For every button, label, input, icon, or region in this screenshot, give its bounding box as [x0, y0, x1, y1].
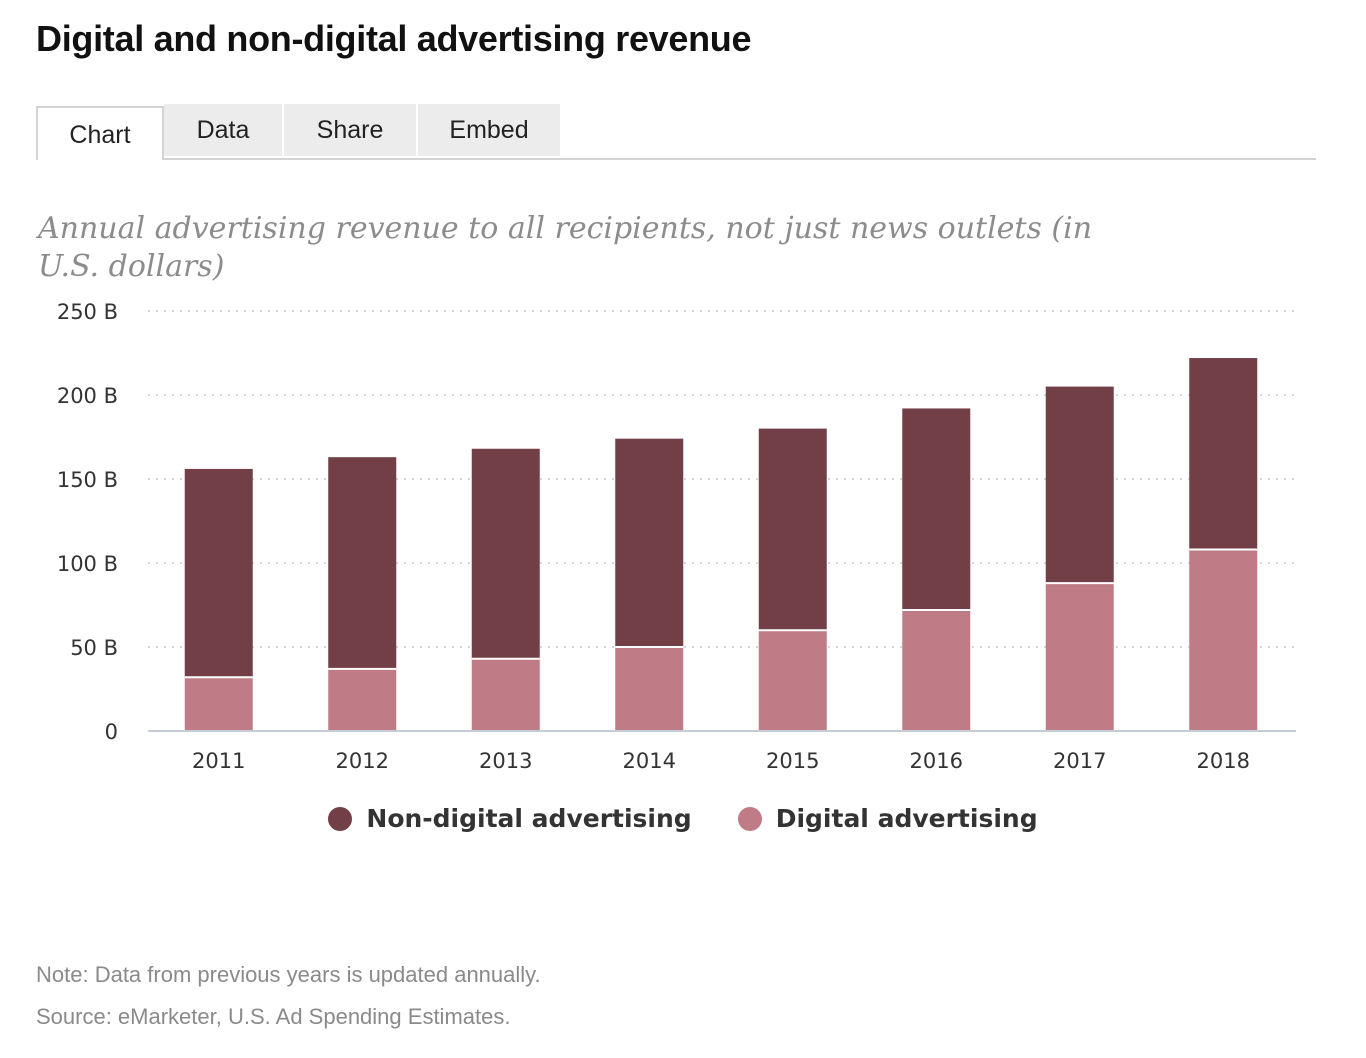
- legend-item-digital[interactable]: Digital advertising: [737, 804, 1038, 833]
- bar-non-digital: [471, 448, 540, 659]
- x-tick-label: 2017: [1053, 749, 1106, 773]
- chart-source: Source: eMarketer, U.S. Ad Spending Esti…: [36, 1004, 511, 1029]
- page-title: Digital and non-digital advertising reve…: [36, 18, 752, 59]
- y-tick-label: 50 B: [70, 636, 118, 660]
- bar-non-digital: [1189, 358, 1258, 550]
- x-tick-label: 2011: [192, 749, 245, 773]
- tab-share[interactable]: Share: [284, 104, 418, 156]
- legend-label-non-digital: Non-digital advertising: [366, 804, 692, 833]
- x-tick-label: 2015: [766, 749, 819, 773]
- bar-digital: [902, 610, 971, 731]
- legend-swatch-non-digital: [328, 806, 353, 831]
- tab-chart[interactable]: Chart: [36, 106, 164, 160]
- bar-digital: [615, 647, 684, 731]
- bar-non-digital: [328, 457, 397, 669]
- legend-label-digital: Digital advertising: [775, 804, 1038, 833]
- y-tick-label: 0: [105, 720, 118, 744]
- legend-item-non-digital[interactable]: Non-digital advertising: [328, 804, 692, 833]
- y-tick-label: 100 B: [57, 552, 118, 576]
- bar-non-digital: [184, 468, 253, 678]
- bar-non-digital: [758, 428, 827, 631]
- x-tick-label: 2012: [336, 749, 389, 773]
- bar-non-digital: [1045, 386, 1114, 584]
- chart-note: Note: Data from previous years is update…: [36, 962, 541, 987]
- x-tick-label: 2013: [479, 749, 532, 773]
- bar-non-digital: [902, 408, 971, 611]
- tab-embed[interactable]: Embed: [418, 104, 562, 156]
- chart-subtitle: Annual advertising revenue to all recipi…: [38, 211, 1093, 284]
- bar-non-digital: [615, 438, 684, 647]
- y-tick-label: 150 B: [57, 468, 118, 492]
- stacked-bar-chart: 0 50 B 100 B 150 B 200 B 250 B 2011 2012 2013 201…: [57, 300, 1296, 773]
- y-tick-label: 200 B: [57, 384, 118, 408]
- legend-swatch-digital: [737, 806, 762, 831]
- bar-digital: [1045, 583, 1114, 731]
- bar-digital: [328, 668, 397, 731]
- bar-digital: [471, 658, 540, 731]
- y-tick-label: 250 B: [57, 300, 118, 324]
- x-tick-label: 2016: [910, 749, 963, 773]
- x-tick-label: 2014: [623, 749, 676, 773]
- tab-data[interactable]: Data: [164, 104, 284, 156]
- tab-bar: Chart Data Share Embed: [36, 104, 1316, 160]
- bar-digital: [184, 677, 253, 731]
- chart-legend: Non-digital advertising Digital advertis…: [0, 804, 1366, 833]
- bar-digital: [1189, 549, 1258, 731]
- x-tick-label: 2018: [1197, 749, 1250, 773]
- bar-digital: [758, 630, 827, 731]
